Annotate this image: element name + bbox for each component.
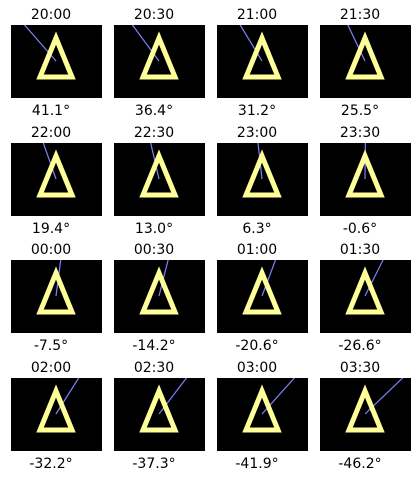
frame-canvas	[11, 378, 102, 451]
frame-time-label: 20:00	[30, 7, 72, 23]
frame-time-label: 02:30	[133, 360, 175, 376]
frame-time-label: 00:00	[30, 242, 72, 258]
frame-time-label: 01:30	[339, 242, 381, 258]
frame-time-label: 21:00	[236, 7, 278, 23]
frame-angle-label: -37.3°	[132, 456, 176, 472]
frame-canvas	[320, 378, 411, 451]
frame-angle-label: 31.2°	[237, 103, 277, 119]
frame-image	[217, 260, 308, 333]
frame-image	[114, 25, 205, 98]
frame-angle-label: -41.9°	[235, 456, 279, 472]
frame-angle-label: -20.6°	[235, 338, 279, 354]
frame-angle-label: 41.1°	[31, 103, 71, 119]
frame-angle-label: -0.6°	[342, 221, 378, 237]
frame-image	[11, 260, 102, 333]
frame-time-label: 23:00	[236, 125, 278, 141]
direction-line	[364, 143, 366, 180]
frame-image	[217, 25, 308, 98]
frame-image	[320, 25, 411, 98]
frame-angle-label: -32.2°	[29, 456, 73, 472]
delta-triangle-icon	[242, 266, 282, 315]
delta-triangle-icon	[36, 31, 76, 80]
frame-canvas	[11, 143, 102, 216]
frame-time-label: 00:30	[133, 242, 175, 258]
delta-triangle-icon	[36, 266, 76, 315]
frame-image	[217, 378, 308, 451]
frame-time-label: 03:00	[236, 360, 278, 376]
delta-triangle-icon	[139, 149, 179, 198]
frame-time-label: 22:00	[30, 125, 72, 141]
frame-image	[114, 378, 205, 451]
frame-angle-label: -7.5°	[33, 338, 69, 354]
frame-time-label: 21:30	[339, 7, 381, 23]
frame-angle-label: -26.6°	[338, 338, 382, 354]
frame-image	[114, 143, 205, 216]
delta-triangle-icon	[139, 384, 179, 433]
delta-triangle-icon	[345, 149, 385, 198]
frame-image	[11, 25, 102, 98]
frame-time-label: 03:30	[339, 360, 381, 376]
frame-canvas	[11, 25, 102, 98]
frame-canvas	[11, 260, 102, 333]
delta-triangle-icon	[36, 149, 76, 198]
frame-angle-label: 36.4°	[134, 103, 174, 119]
frame-image	[320, 143, 411, 216]
frame-time-label: 23:30	[339, 125, 381, 141]
delta-triangle-icon	[36, 384, 76, 433]
frame-time-label: 01:00	[236, 242, 278, 258]
frame-image	[11, 143, 102, 216]
frame-image	[320, 378, 411, 451]
frame-time-label: 22:30	[133, 125, 175, 141]
frame-angle-label: 25.5°	[340, 103, 380, 119]
frame-image	[114, 260, 205, 333]
delta-triangle-icon	[345, 384, 385, 433]
delta-triangle-icon	[139, 266, 179, 315]
delta-triangle-icon	[242, 31, 282, 80]
frame-canvas	[114, 378, 205, 451]
frame-canvas	[217, 378, 308, 451]
frame-canvas	[217, 25, 308, 98]
direction-line	[55, 260, 62, 297]
frame-canvas	[114, 260, 205, 333]
delta-triangle-icon	[139, 31, 179, 80]
delta-triangle-icon	[242, 384, 282, 433]
frame-image	[11, 378, 102, 451]
frame-canvas	[114, 143, 205, 216]
frame-canvas	[217, 260, 308, 333]
frame-canvas	[114, 25, 205, 98]
delta-triangle-icon	[242, 149, 282, 198]
delta-triangle-icon	[345, 31, 385, 80]
frame-angle-label: 6.3°	[242, 221, 272, 237]
frame-canvas	[320, 143, 411, 216]
frame-angle-label: 19.4°	[31, 221, 71, 237]
delta-triangle-icon	[345, 266, 385, 315]
frame-canvas	[217, 143, 308, 216]
frame-angle-label: -46.2°	[338, 456, 382, 472]
frame-angle-label: 13.0°	[134, 221, 174, 237]
frame-time-label: 20:30	[133, 7, 175, 23]
frame-canvas	[320, 25, 411, 98]
frame-image	[217, 143, 308, 216]
frame-time-label: 02:00	[30, 360, 72, 376]
frame-canvas	[320, 260, 411, 333]
frame-angle-label: -14.2°	[132, 338, 176, 354]
frame-image	[320, 260, 411, 333]
direction-line	[257, 143, 263, 180]
